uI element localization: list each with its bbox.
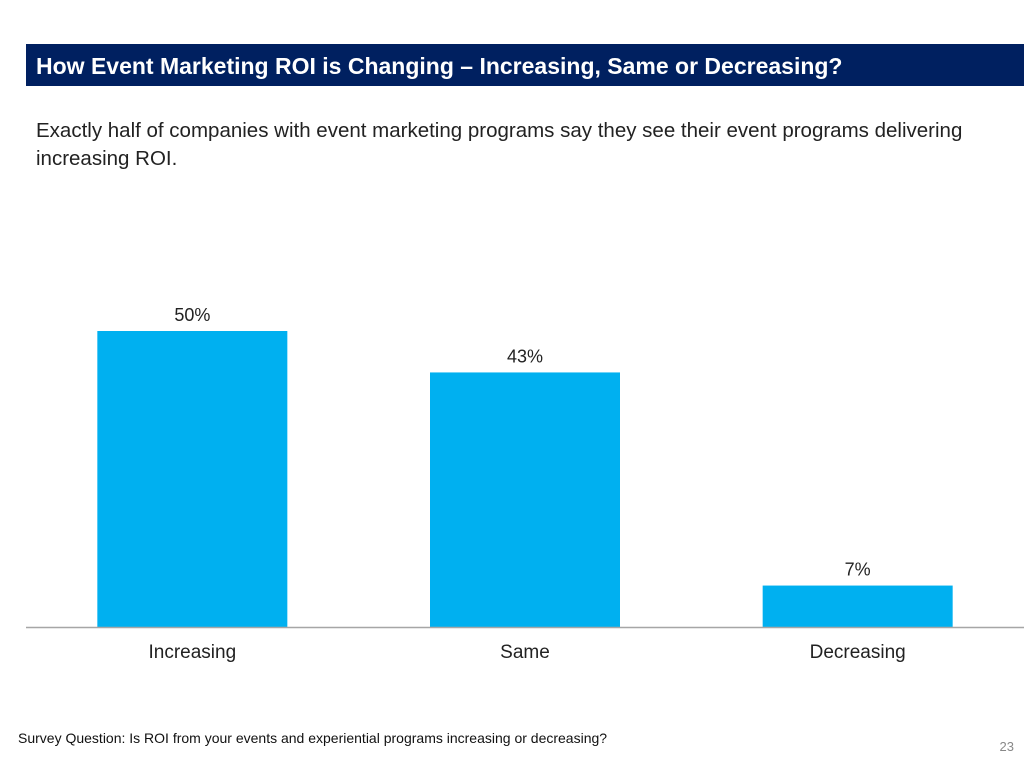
category-label: Same — [500, 642, 550, 663]
category-label: Decreasing — [810, 642, 906, 663]
data-label: 50% — [174, 305, 210, 325]
slide-subtitle: Exactly half of companies with event mar… — [36, 119, 963, 170]
bar-same — [430, 372, 620, 627]
bar-increasing — [97, 331, 288, 627]
data-label: 43% — [507, 346, 543, 366]
bar-decreasing — [762, 585, 953, 627]
title-bar: How Event Marketing ROI is Changing – In… — [26, 44, 1024, 86]
slide-title: How Event Marketing ROI is Changing – In… — [36, 53, 843, 79]
survey-question-footnote: Survey Question: Is ROI from your events… — [18, 730, 608, 746]
data-label: 7% — [845, 560, 871, 580]
bar-chart: 50% Increasing 43% Same 7% Decreasing — [26, 305, 1024, 663]
page-number: 23 — [999, 739, 1014, 754]
category-label: Increasing — [148, 642, 236, 663]
